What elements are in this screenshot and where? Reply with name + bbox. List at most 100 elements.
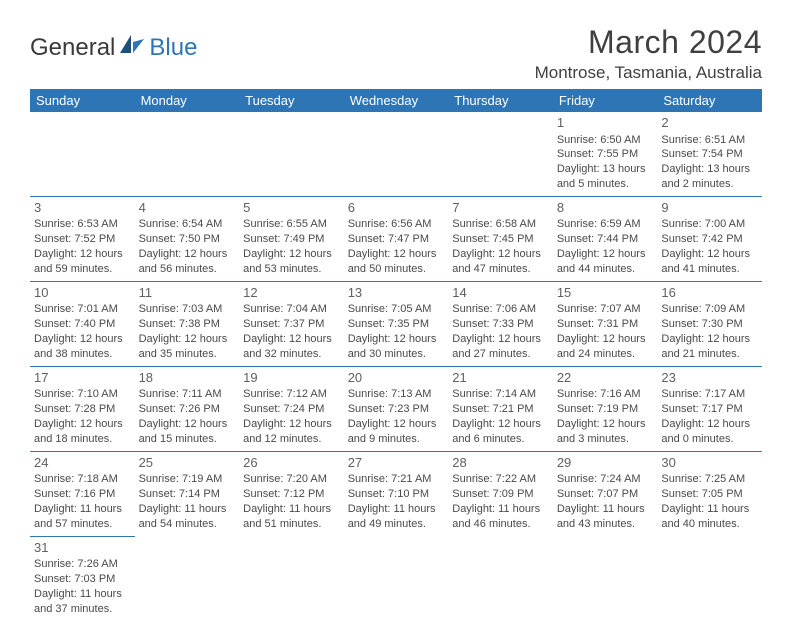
daylight-text: Daylight: 12 hours — [557, 332, 654, 347]
calendar-cell — [553, 536, 658, 620]
sunrise-text: Sunrise: 7:12 AM — [243, 387, 340, 402]
calendar-cell — [448, 536, 553, 620]
day-number: 3 — [34, 199, 131, 217]
calendar-cell: 31Sunrise: 7:26 AMSunset: 7:03 PMDayligh… — [30, 536, 135, 620]
daylight-text: and 41 minutes. — [661, 262, 758, 277]
day-number: 10 — [34, 284, 131, 302]
calendar-cell — [239, 536, 344, 620]
daylight-text: Daylight: 13 hours — [557, 162, 654, 177]
calendar-cell: 22Sunrise: 7:16 AMSunset: 7:19 PMDayligh… — [553, 366, 658, 451]
sunrise-text: Sunrise: 7:25 AM — [661, 472, 758, 487]
calendar-cell: 15Sunrise: 7:07 AMSunset: 7:31 PMDayligh… — [553, 281, 658, 366]
calendar-cell: 8Sunrise: 6:59 AMSunset: 7:44 PMDaylight… — [553, 196, 658, 281]
daylight-text: Daylight: 11 hours — [661, 502, 758, 517]
sunset-text: Sunset: 7:33 PM — [452, 317, 549, 332]
calendar-cell: 16Sunrise: 7:09 AMSunset: 7:30 PMDayligh… — [657, 281, 762, 366]
day-header: Wednesday — [344, 89, 449, 112]
sunrise-text: Sunrise: 6:56 AM — [348, 217, 445, 232]
daylight-text: Daylight: 12 hours — [34, 247, 131, 262]
day-header: Saturday — [657, 89, 762, 112]
sunrise-text: Sunrise: 7:21 AM — [348, 472, 445, 487]
daylight-text: and 0 minutes. — [661, 432, 758, 447]
daylight-text: and 47 minutes. — [452, 262, 549, 277]
sunset-text: Sunset: 7:24 PM — [243, 402, 340, 417]
calendar-page: GeneralBlue March 2024 Montrose, Tasmani… — [0, 0, 792, 631]
calendar-cell: 21Sunrise: 7:14 AMSunset: 7:21 PMDayligh… — [448, 366, 553, 451]
sunrise-text: Sunrise: 6:50 AM — [557, 133, 654, 148]
sunset-text: Sunset: 7:31 PM — [557, 317, 654, 332]
daylight-text: Daylight: 11 hours — [243, 502, 340, 517]
sunrise-text: Sunrise: 6:58 AM — [452, 217, 549, 232]
sunset-text: Sunset: 7:28 PM — [34, 402, 131, 417]
day-number: 5 — [243, 199, 340, 217]
calendar-cell: 18Sunrise: 7:11 AMSunset: 7:26 PMDayligh… — [135, 366, 240, 451]
calendar-body: 1Sunrise: 6:50 AMSunset: 7:55 PMDaylight… — [30, 112, 762, 621]
sunrise-text: Sunrise: 7:24 AM — [557, 472, 654, 487]
day-number: 21 — [452, 369, 549, 387]
calendar-cell: 14Sunrise: 7:06 AMSunset: 7:33 PMDayligh… — [448, 281, 553, 366]
sunrise-text: Sunrise: 7:22 AM — [452, 472, 549, 487]
day-number: 31 — [34, 539, 131, 557]
daylight-text: and 40 minutes. — [661, 517, 758, 532]
daylight-text: and 51 minutes. — [243, 517, 340, 532]
daylight-text: Daylight: 12 hours — [139, 332, 236, 347]
calendar-cell: 29Sunrise: 7:24 AMSunset: 7:07 PMDayligh… — [553, 451, 658, 536]
calendar-cell: 28Sunrise: 7:22 AMSunset: 7:09 PMDayligh… — [448, 451, 553, 536]
daylight-text: Daylight: 11 hours — [139, 502, 236, 517]
sunset-text: Sunset: 7:42 PM — [661, 232, 758, 247]
daylight-text: and 43 minutes. — [557, 517, 654, 532]
sunset-text: Sunset: 7:52 PM — [34, 232, 131, 247]
daylight-text: and 6 minutes. — [452, 432, 549, 447]
brand-part1: General — [30, 34, 115, 62]
daylight-text: and 53 minutes. — [243, 262, 340, 277]
calendar-cell: 3Sunrise: 6:53 AMSunset: 7:52 PMDaylight… — [30, 196, 135, 281]
daylight-text: and 3 minutes. — [557, 432, 654, 447]
sunrise-text: Sunrise: 7:19 AM — [139, 472, 236, 487]
calendar-week: 24Sunrise: 7:18 AMSunset: 7:16 PMDayligh… — [30, 451, 762, 536]
daylight-text: and 5 minutes. — [557, 177, 654, 192]
sunset-text: Sunset: 7:14 PM — [139, 487, 236, 502]
calendar-cell — [344, 112, 449, 196]
daylight-text: Daylight: 11 hours — [34, 502, 131, 517]
calendar-cell: 5Sunrise: 6:55 AMSunset: 7:49 PMDaylight… — [239, 196, 344, 281]
day-number: 27 — [348, 454, 445, 472]
day-number: 6 — [348, 199, 445, 217]
sunrise-text: Sunrise: 7:03 AM — [139, 302, 236, 317]
sail-icon — [120, 34, 146, 62]
daylight-text: Daylight: 11 hours — [557, 502, 654, 517]
daylight-text: and 38 minutes. — [34, 347, 131, 362]
daylight-text: Daylight: 12 hours — [661, 332, 758, 347]
daylight-text: and 37 minutes. — [34, 602, 131, 617]
header: GeneralBlue March 2024 Montrose, Tasmani… — [30, 24, 762, 83]
day-number: 16 — [661, 284, 758, 302]
sunset-text: Sunset: 7:07 PM — [557, 487, 654, 502]
daylight-text: and 50 minutes. — [348, 262, 445, 277]
sunset-text: Sunset: 7:40 PM — [34, 317, 131, 332]
calendar-cell — [657, 536, 762, 620]
daylight-text: and 27 minutes. — [452, 347, 549, 362]
day-number: 24 — [34, 454, 131, 472]
calendar-cell: 13Sunrise: 7:05 AMSunset: 7:35 PMDayligh… — [344, 281, 449, 366]
calendar-cell — [135, 536, 240, 620]
sunrise-text: Sunrise: 7:14 AM — [452, 387, 549, 402]
calendar-cell: 10Sunrise: 7:01 AMSunset: 7:40 PMDayligh… — [30, 281, 135, 366]
daylight-text: Daylight: 12 hours — [348, 417, 445, 432]
daylight-text: and 24 minutes. — [557, 347, 654, 362]
daylight-text: Daylight: 12 hours — [452, 247, 549, 262]
day-number: 11 — [139, 284, 236, 302]
day-number: 13 — [348, 284, 445, 302]
daylight-text: Daylight: 11 hours — [34, 587, 131, 602]
sunrise-text: Sunrise: 6:55 AM — [243, 217, 340, 232]
daylight-text: Daylight: 11 hours — [348, 502, 445, 517]
sunset-text: Sunset: 7:21 PM — [452, 402, 549, 417]
day-header: Thursday — [448, 89, 553, 112]
sunrise-text: Sunrise: 7:05 AM — [348, 302, 445, 317]
day-header: Friday — [553, 89, 658, 112]
day-number: 30 — [661, 454, 758, 472]
sunrise-text: Sunrise: 6:51 AM — [661, 133, 758, 148]
sunrise-text: Sunrise: 7:20 AM — [243, 472, 340, 487]
month-title: March 2024 — [535, 24, 762, 61]
sunset-text: Sunset: 7:47 PM — [348, 232, 445, 247]
sunset-text: Sunset: 7:16 PM — [34, 487, 131, 502]
sunset-text: Sunset: 7:10 PM — [348, 487, 445, 502]
